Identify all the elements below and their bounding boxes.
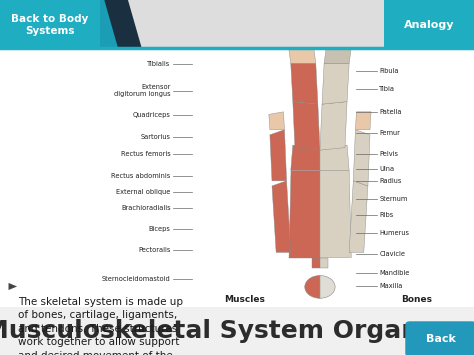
Polygon shape (293, 102, 320, 150)
Text: Radius: Radius (379, 178, 401, 184)
Text: Pelvis: Pelvis (379, 152, 398, 157)
Text: Tibia: Tibia (379, 86, 395, 92)
Text: Bones: Bones (401, 295, 433, 305)
Polygon shape (291, 145, 320, 171)
Text: Patella: Patella (379, 109, 401, 115)
Text: Sternocleidomastoid: Sternocleidomastoid (102, 276, 171, 282)
Polygon shape (320, 102, 347, 150)
Text: Sternum: Sternum (379, 196, 408, 202)
FancyBboxPatch shape (0, 0, 100, 50)
Polygon shape (272, 181, 291, 252)
Text: External oblique: External oblique (116, 189, 171, 195)
Polygon shape (85, 0, 133, 50)
FancyBboxPatch shape (0, 0, 474, 50)
Polygon shape (270, 130, 287, 181)
Polygon shape (322, 63, 349, 104)
Text: Maxilla: Maxilla (379, 283, 402, 289)
Text: Ribs: Ribs (379, 212, 393, 218)
Text: Quadriceps: Quadriceps (133, 113, 171, 118)
Text: Clavicle: Clavicle (379, 251, 405, 257)
FancyBboxPatch shape (405, 321, 474, 355)
Text: Rectus femoris: Rectus femoris (121, 152, 171, 157)
Text: Musculoskeletal System Organs: Musculoskeletal System Organs (0, 319, 434, 343)
Text: Fibula: Fibula (379, 68, 399, 74)
Polygon shape (311, 257, 320, 268)
FancyBboxPatch shape (384, 0, 474, 50)
Text: Brachioradialis: Brachioradialis (121, 205, 171, 211)
Wedge shape (305, 275, 320, 298)
Text: Back: Back (426, 334, 456, 344)
FancyBboxPatch shape (0, 307, 474, 355)
Polygon shape (291, 63, 318, 104)
Text: Biceps: Biceps (149, 226, 171, 232)
Polygon shape (320, 257, 328, 268)
Polygon shape (349, 181, 368, 252)
Text: Extensor
digitorum longus: Extensor digitorum longus (114, 84, 171, 97)
Polygon shape (353, 130, 370, 186)
Wedge shape (320, 275, 335, 298)
Text: Femur: Femur (379, 130, 400, 136)
Polygon shape (320, 145, 349, 171)
Text: Analogy: Analogy (404, 20, 454, 30)
Text: Muscles: Muscles (224, 295, 264, 305)
Polygon shape (269, 112, 284, 130)
Text: Ulna: Ulna (379, 166, 394, 171)
Text: Rectus abdominis: Rectus abdominis (111, 173, 171, 179)
Text: Mandible: Mandible (379, 271, 410, 276)
Polygon shape (320, 171, 351, 257)
Polygon shape (289, 171, 320, 257)
Text: The skeletal system is made up
of bones, cartilage, ligaments,
and tendons. Thes: The skeletal system is made up of bones,… (18, 297, 183, 355)
Polygon shape (289, 48, 316, 63)
Text: Sartorius: Sartorius (141, 134, 171, 140)
Text: Back to Body
Systems: Back to Body Systems (11, 13, 89, 36)
Text: Humerus: Humerus (379, 230, 409, 235)
Polygon shape (104, 0, 142, 50)
Text: Tibialis: Tibialis (147, 61, 171, 67)
Polygon shape (9, 283, 17, 290)
Polygon shape (324, 48, 351, 63)
Polygon shape (356, 112, 371, 130)
Text: Pectoralis: Pectoralis (138, 247, 171, 253)
